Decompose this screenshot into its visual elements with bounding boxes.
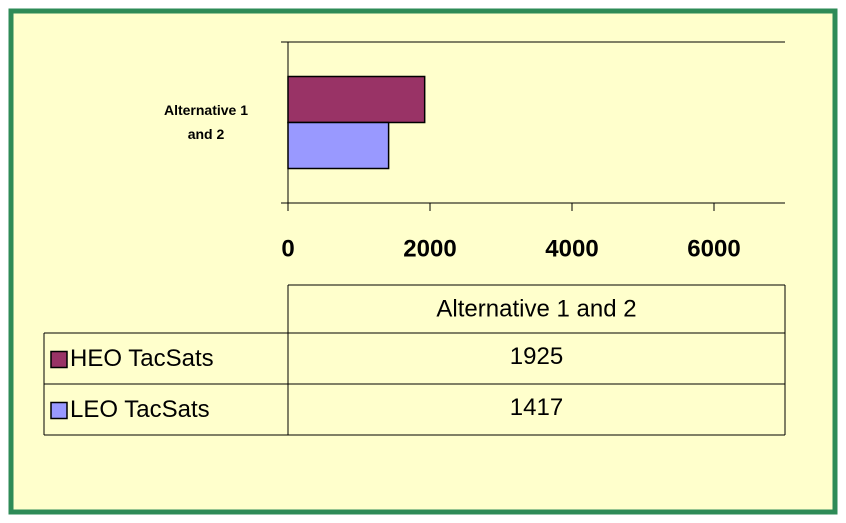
bar bbox=[287, 75, 426, 124]
x-tick-label: 0 bbox=[281, 235, 294, 262]
legend-label: LEO TacSats bbox=[70, 396, 210, 423]
table-value: 1925 bbox=[510, 343, 563, 370]
x-tick-label: 6000 bbox=[687, 235, 740, 262]
category-label: Alternative 1 and 2 bbox=[163, 102, 249, 142]
bar bbox=[287, 121, 390, 170]
table-header: Alternative 1 and 2 bbox=[436, 295, 636, 322]
legend-swatch bbox=[50, 401, 68, 420]
legend-label: HEO TacSats bbox=[70, 345, 214, 372]
legend-swatch bbox=[50, 350, 68, 369]
table-value: 1417 bbox=[510, 394, 563, 421]
x-tick-label: 2000 bbox=[403, 235, 456, 262]
x-tick-label: 4000 bbox=[545, 235, 598, 262]
